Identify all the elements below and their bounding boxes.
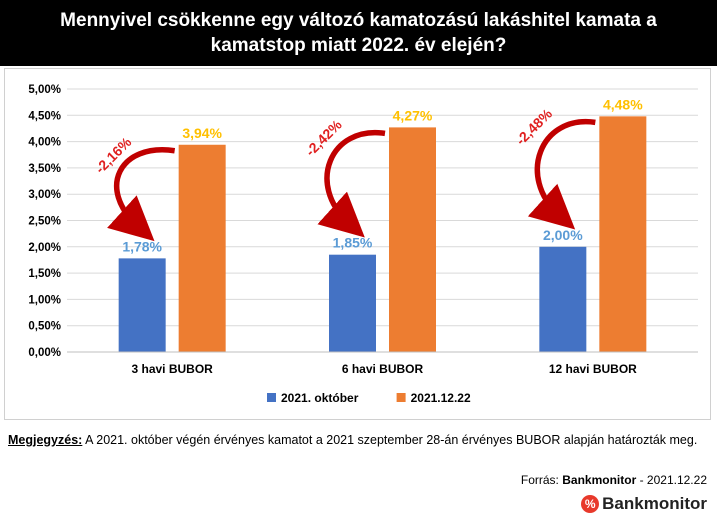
source-label: Forrás:	[520, 473, 559, 487]
legend-swatch	[267, 393, 276, 402]
x-tick-label: 3 havi BUBOR	[131, 362, 213, 376]
note-text: A 2021. október végén érvényes kamatot a…	[82, 433, 698, 447]
y-tick-label: 0,50%	[28, 321, 61, 333]
bar	[178, 144, 226, 352]
y-tick-label: 4,50%	[28, 110, 61, 122]
y-tick-label: 2,50%	[28, 216, 61, 228]
source-line: Forrás: Bankmonitor - 2021.12.22	[521, 473, 707, 487]
bar	[329, 254, 376, 352]
note: Megjegyzés: A 2021. október végén érvény…	[8, 431, 708, 449]
y-tick-label: 5,00%	[28, 84, 61, 96]
difference-label: -2,16%	[92, 133, 135, 176]
y-tick-label: 3,50%	[28, 163, 61, 175]
bar	[118, 258, 166, 352]
logo-text: Bankmonitor	[602, 494, 707, 513]
decrease-arrow	[527, 118, 596, 230]
decrease-arrow	[317, 129, 386, 238]
legend-swatch	[396, 393, 406, 402]
bar	[539, 246, 587, 352]
bar-chart: 1,78% 3,94% 1,85% 4,27% 2,00% 4,48% -2,16% -2,…	[28, 84, 698, 405]
data-label: 4,48%	[603, 96, 643, 112]
title-bar: Mennyivel csökkenne egy változó kamatozá…	[0, 0, 717, 66]
y-tick-label: 2,00%	[28, 242, 61, 254]
bar	[389, 127, 436, 352]
source-date: - 2021.12.22	[636, 473, 707, 487]
data-label: 4,27%	[393, 107, 433, 123]
legend-label: 2021.12.22	[411, 391, 471, 405]
difference-label: -2,42%	[302, 116, 345, 159]
y-tick-label: 1,00%	[28, 294, 61, 306]
decrease-arrow	[107, 147, 176, 242]
data-label: 1,78%	[122, 238, 162, 254]
note-label: Megjegyzés:	[8, 433, 83, 447]
legend-label: 2021. október	[281, 391, 359, 405]
data-label: 2,00%	[543, 227, 583, 243]
bar	[599, 116, 647, 352]
bankmonitor-logo: % Bankmonitor	[581, 494, 707, 514]
data-label: 3,94%	[182, 125, 222, 141]
y-tick-label: 1,50%	[28, 268, 61, 280]
y-tick-label: 0,00%	[28, 347, 61, 359]
x-tick-label: 6 havi BUBOR	[342, 362, 424, 376]
chart-title: Mennyivel csökkenne egy változó kamatozá…	[60, 10, 657, 56]
y-tick-label: 4,00%	[28, 137, 61, 149]
y-tick-label: 3,00%	[28, 189, 61, 201]
percent-logo-icon: %	[581, 495, 600, 513]
data-label: 1,85%	[333, 235, 373, 251]
x-tick-label: 12 havi BUBOR	[549, 362, 637, 376]
chart-area: 1,78% 3,94% 1,85% 4,27% 2,00% 4,48% -2,16% -2,…	[4, 68, 711, 420]
source-name: Bankmonitor	[562, 473, 637, 487]
